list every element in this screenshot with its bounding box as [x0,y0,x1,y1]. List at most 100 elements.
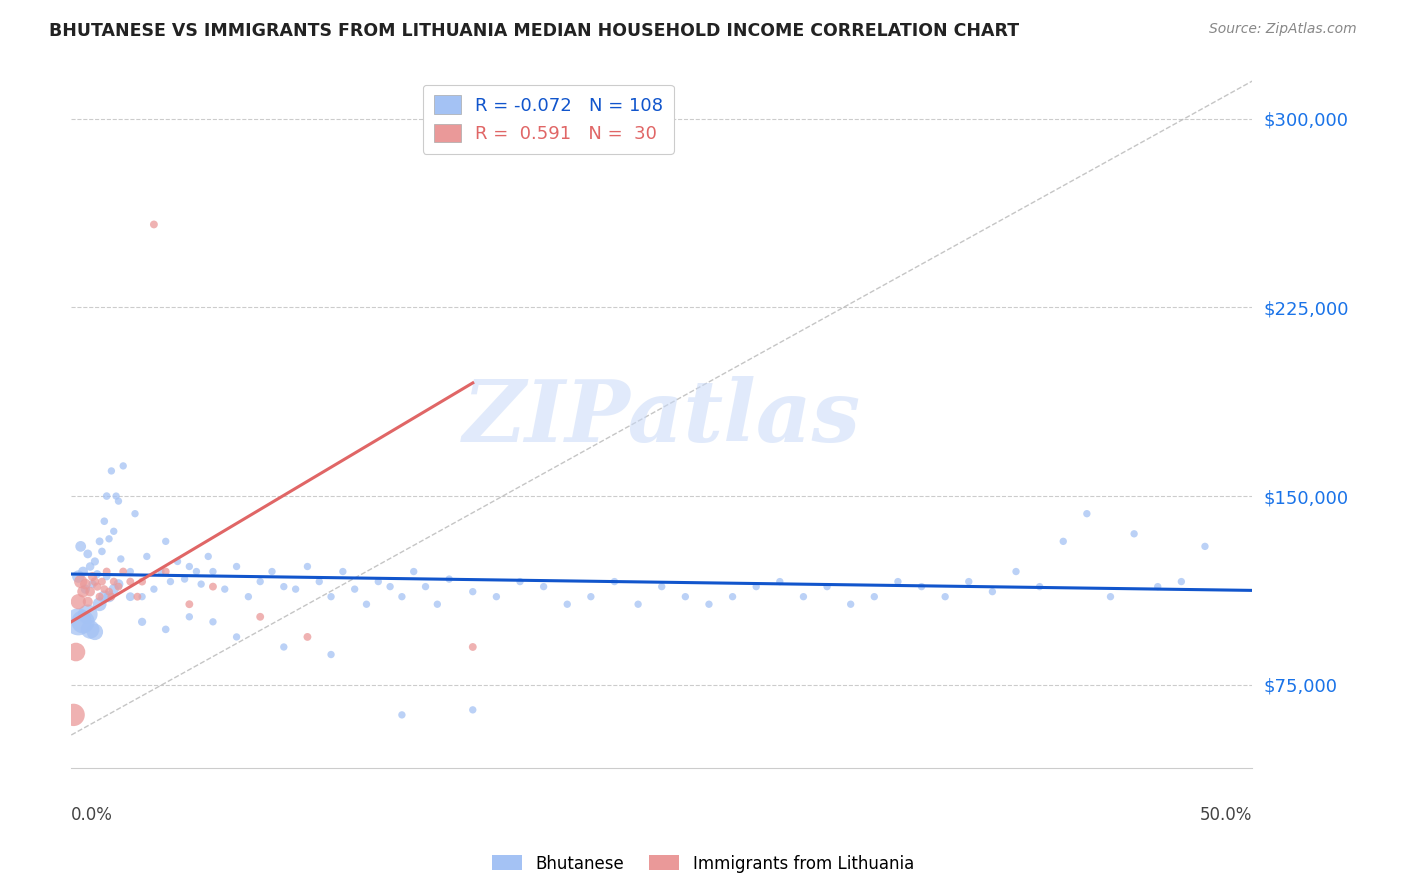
Point [83,624,105,639]
Point [238,590,260,604]
Point [107,577,129,591]
Point [72,584,94,599]
Point [135,549,157,564]
Point [179,597,201,611]
Point [103,574,125,589]
Text: Source: ZipAtlas.com: Source: ZipAtlas.com [1209,22,1357,37]
Point [673,590,696,604]
Point [402,565,425,579]
Point [120,574,142,589]
Point [201,565,224,579]
Point [769,574,792,589]
Point [82,577,104,591]
Point [103,524,125,539]
Point [533,580,555,594]
Text: BHUTANESE VS IMMIGRANTS FROM LITHUANIA MEDIAN HOUSEHOLD INCOME CORRELATION CHART: BHUTANESE VS IMMIGRANTS FROM LITHUANIA M… [49,22,1019,40]
Point [186,565,208,579]
Point [367,574,389,589]
Point [67,569,90,583]
Point [284,582,307,596]
Point [107,580,129,594]
Point [297,630,319,644]
Point [179,559,201,574]
Point [96,565,118,579]
Point [249,574,271,589]
Point [319,648,342,662]
Point [120,590,142,604]
Point [79,584,101,599]
Point [131,615,153,629]
Point [142,218,165,232]
Point [190,577,212,591]
Point [603,574,626,589]
Point [62,707,84,722]
Point [461,703,484,717]
Text: 50.0%: 50.0% [1199,806,1253,824]
Point [273,640,295,654]
Point [934,590,956,604]
Point [93,514,115,528]
Legend: Bhutanese, Immigrants from Lithuania: Bhutanese, Immigrants from Lithuania [485,848,921,880]
Point [461,584,484,599]
Point [225,559,247,574]
Point [249,609,271,624]
Point [67,595,90,609]
Point [426,597,449,611]
Point [910,580,932,594]
Point [86,567,108,582]
Point [957,574,980,589]
Point [214,582,236,596]
Point [273,580,295,594]
Point [697,597,720,611]
Point [98,590,121,604]
Point [120,565,142,579]
Point [1123,526,1146,541]
Point [319,590,342,604]
Point [93,582,115,596]
Point [89,597,111,611]
Point [173,572,195,586]
Point [98,584,121,599]
Point [308,574,330,589]
Point [69,540,91,554]
Point [89,534,111,549]
Point [83,574,105,589]
Point [82,569,104,583]
Point [127,590,149,604]
Point [65,645,87,659]
Point [96,569,118,583]
Point [1194,540,1216,554]
Point [107,494,129,508]
Point [260,565,283,579]
Point [1005,565,1028,579]
Point [131,574,153,589]
Point [91,574,114,589]
Point [815,580,838,594]
Point [745,580,768,594]
Point [75,582,97,596]
Point [721,590,744,604]
Point [100,590,122,604]
Point [1170,574,1192,589]
Point [509,574,531,589]
Point [179,609,201,624]
Point [159,574,181,589]
Point [391,707,413,722]
Point [1076,507,1098,521]
Point [89,590,111,604]
Point [93,590,115,604]
Point [105,489,128,503]
Point [378,580,401,594]
Point [1052,534,1074,549]
Point [981,584,1004,599]
Point [839,597,862,611]
Point [69,574,91,589]
Point [437,572,460,586]
Point [887,574,910,589]
Point [356,597,378,611]
Point [72,565,94,579]
Point [391,590,413,604]
Point [83,554,105,568]
Point [155,534,177,549]
Point [86,580,108,594]
